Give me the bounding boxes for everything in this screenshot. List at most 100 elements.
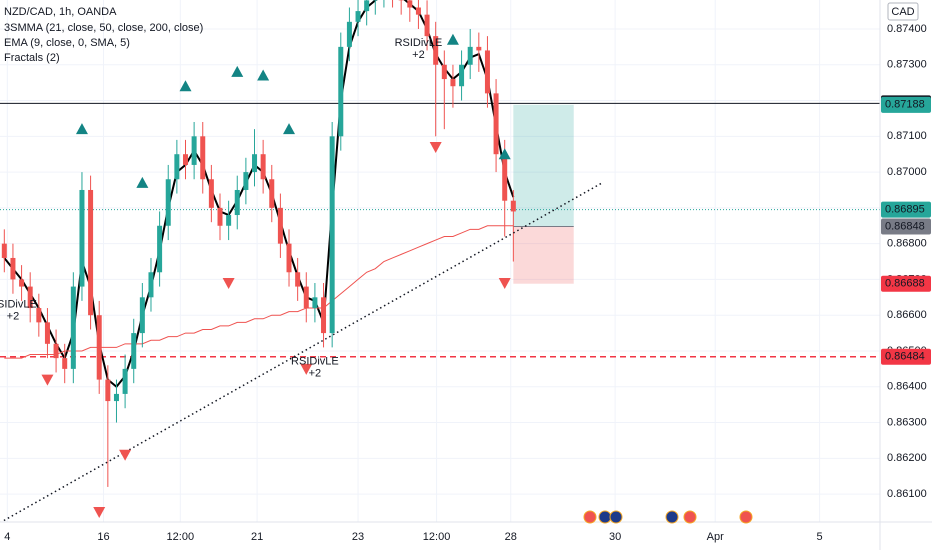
candle-body [476, 46, 482, 51]
price-tag [881, 275, 931, 292]
legend: NZD/CAD, 1h, OANDA 3SMMA (21, close, 50,… [4, 6, 203, 64]
x-tick-label: 30 [609, 531, 621, 543]
x-tick-label: 5 [817, 531, 823, 543]
candle-body [10, 257, 16, 280]
candle-body [441, 64, 447, 80]
candle-body [355, 11, 361, 22]
x-tick-label: 4 [4, 531, 10, 543]
candle-body [269, 179, 275, 208]
y-tick-label: 0.86400 [887, 381, 927, 393]
candle-body [182, 154, 188, 165]
candle-body [70, 286, 76, 369]
candle-body [243, 172, 249, 190]
candle-body [467, 46, 473, 65]
candle-body [122, 368, 128, 394]
candle-body [424, 14, 430, 37]
price-tag-label: 0.86895 [885, 204, 925, 216]
x-tick-label: 23 [352, 531, 364, 543]
price-tag [881, 96, 931, 113]
candle-body [36, 308, 42, 323]
candle-body [234, 189, 240, 216]
indicator-line [4, 225, 514, 359]
x-tick-label: Apr [707, 531, 724, 543]
fractal-down [222, 278, 235, 290]
symbol-title: NZD/CAD, 1h, OANDA [4, 6, 117, 18]
annotation: RSIDivLE [395, 37, 443, 49]
fractal-up [75, 123, 88, 135]
x-tick-label: 12:00 [423, 531, 451, 543]
price-tag [881, 218, 931, 235]
candle-body [286, 243, 292, 273]
candle-body [62, 358, 68, 369]
x-tick-label: 12:00 [167, 531, 195, 543]
candle-body [459, 64, 465, 87]
fractal-down [41, 374, 54, 386]
y-tick-label: 0.86600 [887, 309, 927, 321]
event-icon [665, 510, 679, 524]
annotation-sub: +2 [309, 368, 322, 380]
candle-body [502, 154, 508, 201]
candle-body [217, 207, 223, 226]
candle-body [19, 279, 25, 287]
fractal-up [498, 148, 511, 160]
fractal-down [93, 506, 106, 518]
price-tag-label: 0.87188 [885, 99, 925, 111]
candle-body [312, 297, 318, 309]
candle-body [148, 272, 154, 298]
candle-body [407, 0, 413, 8]
fractal-down [498, 278, 511, 290]
event-icon [683, 510, 697, 524]
stop-zone [513, 226, 574, 284]
event-icon [583, 510, 597, 524]
trendline [0, 182, 603, 522]
candle-body [433, 36, 439, 65]
events [583, 510, 753, 524]
candle-body [1, 243, 7, 258]
fractal-down [300, 363, 313, 375]
fractal-up [231, 65, 244, 77]
annotation: RSIDivLE [291, 356, 339, 368]
price-tag-label: 0.86688 [885, 278, 925, 290]
candle-body [484, 50, 490, 94]
event-icon [739, 510, 753, 524]
candle-body [493, 93, 499, 155]
x-tick-label: 16 [97, 531, 109, 543]
candle-body [208, 179, 214, 208]
candle-body [44, 322, 50, 344]
currency-box [887, 2, 919, 21]
grid [0, 0, 880, 522]
candle-body [174, 154, 180, 180]
fractal-up [446, 33, 459, 45]
fractal-up [283, 123, 296, 135]
candle-body [165, 179, 171, 226]
event-icon [609, 510, 623, 524]
fractal-down [119, 449, 132, 461]
x-tick-label: 28 [505, 531, 517, 543]
candle-body [252, 154, 258, 173]
price-tag [881, 348, 931, 365]
annotation-sub: +2 [412, 49, 425, 61]
candle-body [200, 136, 206, 180]
candle-body [105, 379, 111, 402]
fractal-up [257, 69, 270, 81]
candle-body [139, 297, 145, 334]
candle-body [329, 136, 335, 334]
candle-body [303, 286, 309, 309]
candle-body [295, 272, 301, 287]
candle-body [338, 46, 344, 137]
candle-body [510, 200, 516, 212]
y-tick-label: 0.87000 [887, 166, 927, 178]
y-tick-label: 0.86100 [887, 488, 927, 500]
y-tick-label: 0.87400 [887, 23, 927, 35]
y-tick-label: 0.86800 [887, 238, 927, 250]
indicator-label: Fractals (2) [4, 52, 60, 64]
candle-body [450, 79, 456, 87]
candle-body [415, 7, 421, 15]
target-zone [513, 104, 574, 227]
candle-body [260, 154, 266, 180]
candle-body [346, 21, 352, 47]
y-tick-label: 0.86200 [887, 452, 927, 464]
y-tick-label: 0.87300 [887, 59, 927, 71]
